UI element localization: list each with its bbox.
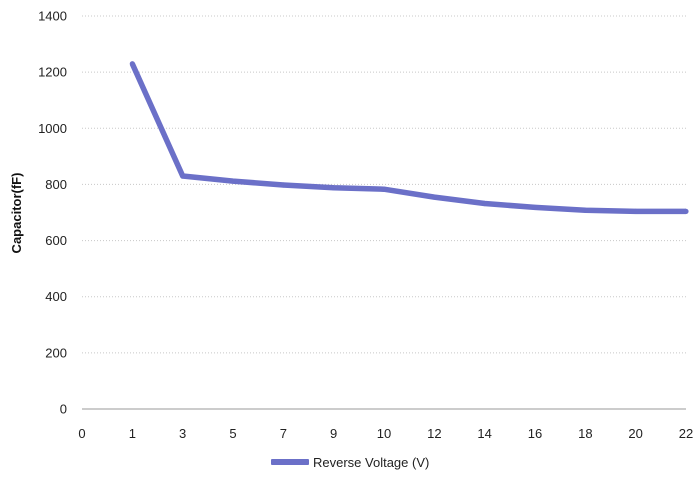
y-tick-label: 1200 bbox=[38, 65, 67, 80]
data-point bbox=[331, 185, 337, 191]
y-tick-labels: 0 200 400 600 800 1000 1200 1400 bbox=[38, 9, 67, 417]
data-point bbox=[381, 186, 387, 192]
data-point bbox=[532, 204, 538, 211]
data-point bbox=[280, 182, 286, 188]
legend-label: Reverse Voltage (V) bbox=[313, 455, 429, 470]
x-tick-label: 22 bbox=[679, 426, 693, 441]
series-lines bbox=[129, 61, 689, 215]
y-tick-label: 1000 bbox=[38, 121, 67, 136]
y-tick-label: 0 bbox=[60, 402, 67, 417]
x-tick-label: 12 bbox=[427, 426, 441, 441]
data-point bbox=[180, 173, 186, 179]
y-tick-label: 600 bbox=[45, 233, 67, 248]
x-tick-label: 3 bbox=[179, 426, 186, 441]
x-tick-label: 14 bbox=[477, 426, 491, 441]
data-point bbox=[482, 200, 488, 207]
x-tick-label: 10 bbox=[377, 426, 391, 441]
data-point bbox=[431, 194, 437, 200]
y-axis-title: Capacitor(fF) bbox=[9, 173, 24, 254]
gridlines bbox=[82, 15, 686, 354]
x-tick-label: 20 bbox=[628, 426, 642, 441]
data-point bbox=[230, 178, 236, 184]
legend-swatch bbox=[271, 459, 309, 465]
x-tick-label: 7 bbox=[280, 426, 287, 441]
x-tick-label: 1 bbox=[129, 426, 136, 441]
y-tick-label: 400 bbox=[45, 289, 67, 304]
legend: Reverse Voltage (V) bbox=[271, 455, 429, 470]
y-tick-label: 1400 bbox=[38, 9, 67, 24]
x-tick-label: 0 bbox=[78, 426, 85, 441]
x-tick-label: 18 bbox=[578, 426, 592, 441]
x-tick-label: 9 bbox=[330, 426, 337, 441]
y-tick-label: 800 bbox=[45, 177, 67, 192]
data-point bbox=[582, 207, 588, 213]
data-point bbox=[129, 61, 135, 67]
x-tick-labels: 0 1 3 5 7 9 10 12 14 16 18 20 22 bbox=[78, 426, 693, 441]
y-tick-label: 200 bbox=[45, 345, 67, 360]
series-line bbox=[129, 62, 686, 215]
data-point bbox=[683, 208, 689, 214]
x-tick-label: 16 bbox=[528, 426, 542, 441]
x-tick-label: 5 bbox=[229, 426, 236, 441]
data-point bbox=[633, 208, 639, 214]
